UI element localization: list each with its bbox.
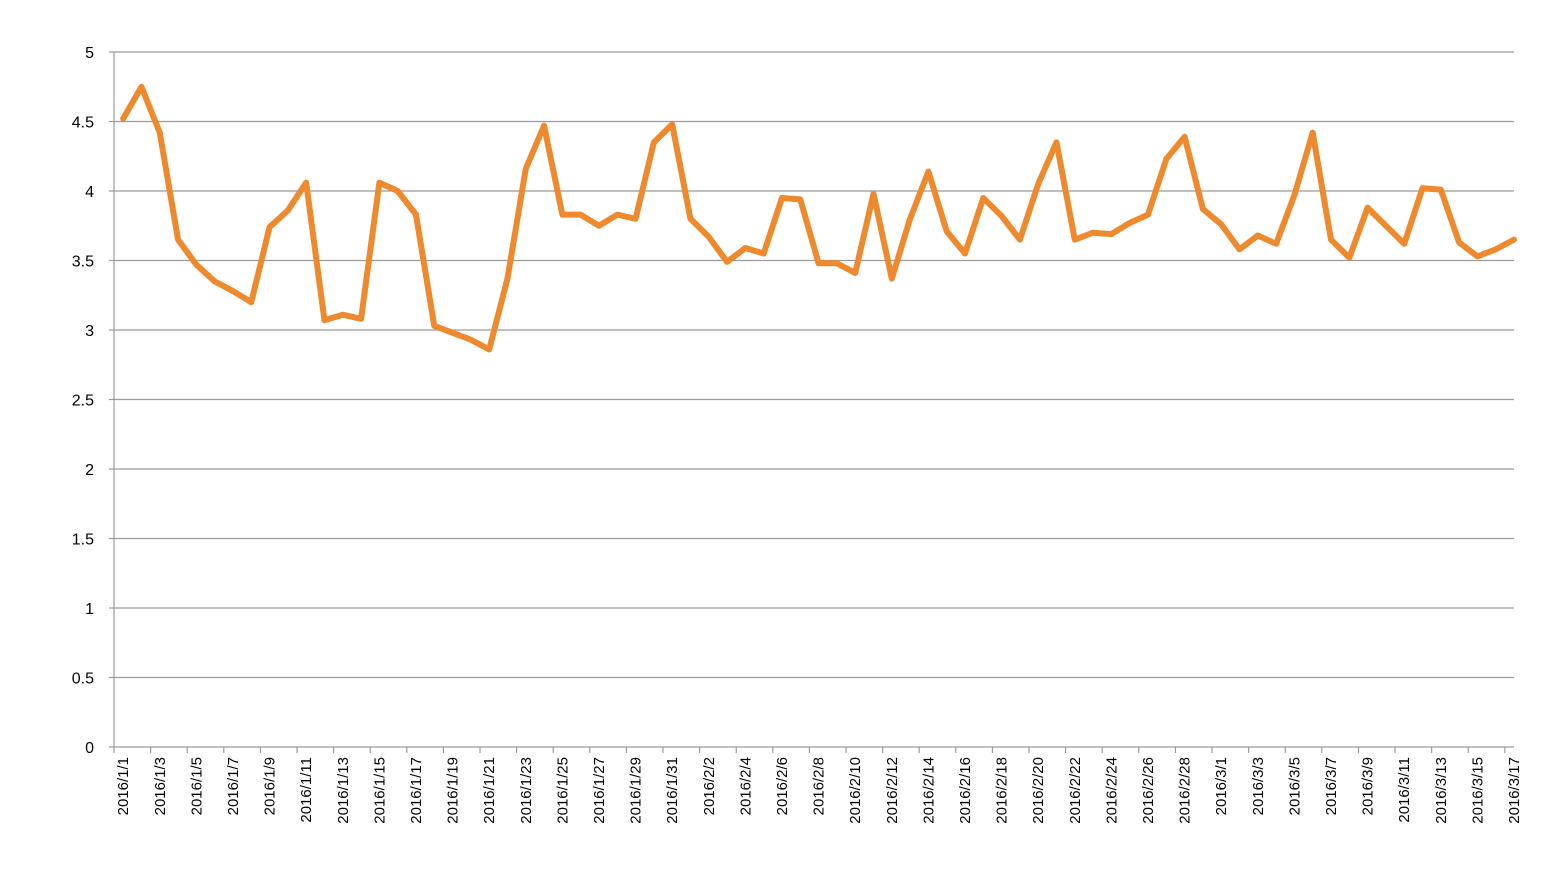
x-tick-label: 2016/1/27 (591, 757, 608, 824)
x-tick-label: 2016/1/19 (445, 757, 462, 824)
x-tick-label: 2016/2/12 (884, 757, 901, 824)
y-tick-label: 2 (85, 462, 94, 479)
x-tick-label: 2016/1/25 (554, 757, 571, 824)
x-tick-label: 2016/3/13 (1433, 757, 1450, 824)
x-tick-label: 2016/1/5 (188, 757, 205, 815)
x-tick-label: 2016/3/17 (1506, 757, 1523, 824)
x-tick-label: 2016/2/10 (847, 757, 864, 824)
gridlines (114, 51, 1514, 679)
x-tick-label: 2016/2/18 (994, 757, 1011, 824)
series (120, 83, 1517, 353)
x-tick-label: 2016/2/4 (737, 757, 754, 815)
x-tick-label: 2016/3/5 (1286, 757, 1303, 815)
y-tick-label: 5 (85, 45, 94, 62)
x-tick-label: 2016/2/22 (1067, 757, 1084, 824)
y-tick-label: 1 (85, 601, 94, 618)
y-tick-label: 4.5 (72, 115, 94, 132)
x-tick-label: 2016/2/14 (920, 757, 937, 824)
x-tick-label: 2016/2/24 (1103, 757, 1120, 824)
x-tick-label: 2016/3/3 (1250, 757, 1267, 815)
x-tick-label: 2016/2/20 (1030, 757, 1047, 824)
x-tick-label: 2016/1/29 (628, 757, 645, 824)
x-tick-label: 2016/3/1 (1213, 757, 1230, 815)
x-tick-label: 2016/1/3 (152, 757, 169, 815)
axes (109, 51, 1514, 753)
x-tick-label: 2016/1/9 (262, 757, 279, 815)
y-tick-label: 3.5 (72, 254, 94, 271)
x-tick-label: 2016/1/31 (664, 757, 681, 824)
y-tick-label: 3 (85, 323, 94, 340)
x-tick-label: 2016/1/7 (225, 757, 242, 815)
x-tick-label: 2016/3/15 (1469, 757, 1486, 824)
y-tick-label: 1.5 (72, 532, 94, 549)
x-axis-tick-labels: 2016/1/1 2016/1/3 2016/1/5 2016/1/7 2016/1/9… (115, 757, 1523, 824)
y-tick-label: 4 (85, 184, 94, 201)
x-tick-label: 2016/2/2 (701, 757, 718, 815)
x-tick-label: 2016/1/17 (408, 757, 425, 824)
y-axis-tick-labels: 0 0.5 1 1.5 2 2.5 3 3.5 4 4.5 5 (72, 45, 94, 757)
y-tick-label: 0.5 (72, 671, 94, 688)
x-tick-label: 2016/1/1 (115, 757, 132, 815)
x-tick-label: 2016/2/26 (1140, 757, 1157, 824)
y-tick-label: 0 (85, 740, 94, 757)
series-line (120, 83, 1517, 353)
x-tick-label: 2016/2/6 (774, 757, 791, 815)
x-tick-label: 2016/1/13 (335, 757, 352, 824)
x-tick-label: 2016/2/8 (811, 757, 828, 815)
x-tick-label: 2016/1/23 (518, 757, 535, 824)
x-tick-label: 2016/3/9 (1360, 757, 1377, 815)
x-tick-label: 2016/3/7 (1323, 757, 1340, 815)
x-tick-label: 2016/1/11 (298, 757, 315, 823)
x-tick-label: 2016/3/11 (1396, 757, 1413, 823)
x-tick-label: 2016/1/15 (371, 757, 388, 824)
x-tick-label: 2016/2/16 (957, 757, 974, 824)
x-tick-label: 2016/2/28 (1177, 757, 1194, 824)
y-tick-label: 2.5 (72, 393, 94, 410)
x-tick-label: 2016/1/21 (481, 757, 498, 824)
